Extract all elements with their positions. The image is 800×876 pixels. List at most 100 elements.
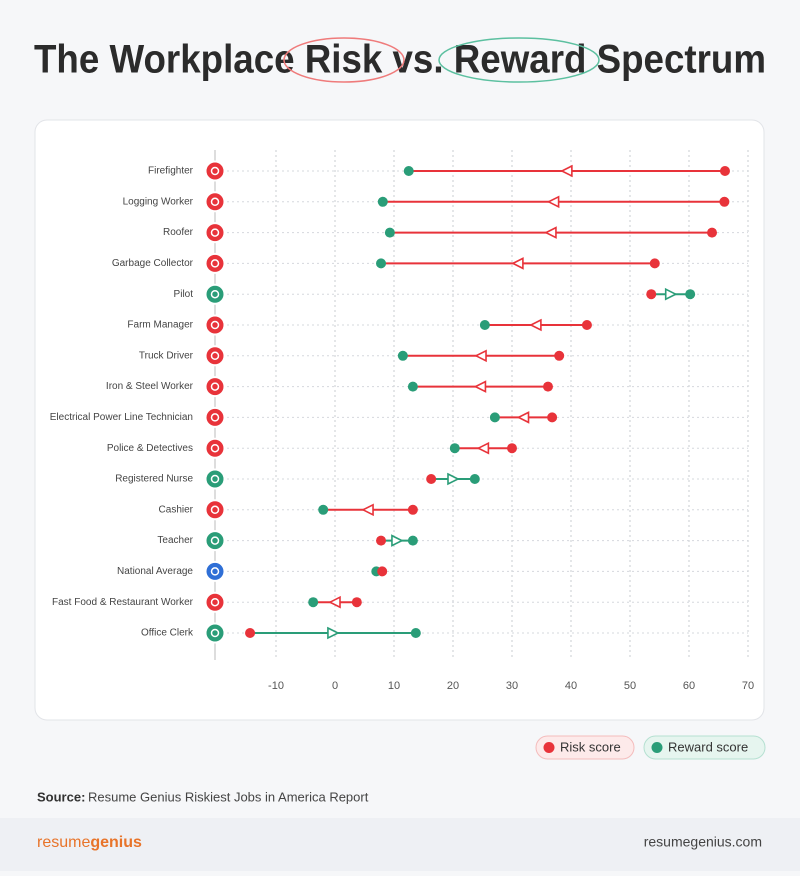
brand: resumegenius — [37, 834, 142, 851]
risk-dot — [351, 597, 362, 608]
row-icon — [204, 560, 226, 582]
row-icon — [204, 160, 226, 182]
reward-dot — [376, 258, 387, 269]
reward-dot — [407, 535, 418, 546]
y-tick-label: Firefighter — [148, 166, 194, 177]
x-tick-label: -10 — [268, 680, 284, 692]
x-tick-label: 0 — [332, 680, 338, 692]
direction-arrow — [391, 534, 404, 547]
y-tick-label: Roofer — [163, 227, 194, 238]
y-tick-label: Cashier — [159, 504, 194, 515]
direction-arrow — [544, 226, 557, 239]
direction-arrow — [546, 195, 560, 209]
legend-label: Reward score — [668, 739, 748, 754]
row-icon-glyph — [210, 382, 220, 391]
direction-arrow — [511, 257, 524, 270]
y-tick-label: Fast Food & Restaurant Worker — [52, 597, 194, 608]
row-icon — [204, 314, 226, 336]
row-icon — [204, 622, 226, 644]
row-icon — [204, 499, 226, 521]
risk-dot — [376, 535, 387, 546]
row-icon — [204, 530, 226, 552]
risk-dot — [547, 412, 558, 423]
legend-swatch — [651, 742, 663, 753]
row-icon-glyph — [210, 228, 220, 237]
reward-dot — [308, 597, 319, 608]
title-highlight — [438, 37, 600, 83]
row-icon-glyph — [210, 351, 220, 361]
row-icon-glyph — [210, 166, 220, 176]
row-icon — [204, 252, 226, 274]
row-icon — [204, 591, 226, 613]
direction-arrow — [560, 164, 573, 178]
legend: Risk score Reward score — [535, 735, 766, 760]
source-label: Source: — [37, 789, 85, 804]
row-icon — [204, 406, 226, 428]
legend-label: Risk score — [560, 739, 621, 754]
risk-dot — [407, 504, 418, 515]
row-icon-glyph — [210, 320, 220, 330]
reward-dot — [469, 474, 480, 484]
legend-pill — [535, 735, 635, 760]
x-tick-label: 30 — [506, 680, 518, 692]
reward-dot — [397, 350, 408, 361]
direction-arrow — [474, 349, 487, 363]
direction-arrow — [447, 472, 460, 486]
brand-part: genius — [90, 834, 142, 851]
row-icon-glyph — [210, 413, 220, 422]
direction-arrow — [476, 441, 490, 455]
website: resumegenius.com — [644, 834, 762, 850]
x-tick-label: 10 — [388, 680, 400, 692]
row-icon — [204, 437, 226, 459]
y-tick-label: Farm Manager — [127, 320, 193, 331]
y-tick-label: Teacher — [157, 535, 193, 546]
row-icon-glyph — [210, 474, 220, 484]
risk-dot — [581, 320, 592, 330]
brand-part: resume — [37, 834, 90, 851]
legend-swatch — [543, 742, 555, 753]
risk-dot — [426, 474, 437, 484]
risk-dot — [707, 227, 718, 238]
risk-dot — [554, 350, 565, 361]
reward-dot — [479, 320, 490, 330]
direction-arrow — [473, 380, 487, 393]
direction-arrow — [327, 626, 340, 640]
chart-title: The Workplace Risk vs. Reward Spectrum — [34, 38, 766, 82]
reward-dot — [403, 166, 414, 176]
y-tick-label: Pilot — [174, 289, 194, 300]
y-tick-label: Office Clerk — [141, 628, 194, 639]
reward-dot — [384, 227, 395, 238]
row-icon-glyph — [210, 628, 220, 638]
row-icon-glyph — [210, 536, 220, 545]
risk-dot — [649, 258, 660, 269]
risk-dot — [377, 566, 388, 577]
y-tick-label: National Average — [117, 566, 193, 577]
reward-dot — [377, 196, 388, 207]
reward-dot — [318, 504, 329, 515]
row-icon — [204, 345, 226, 367]
reward-dot — [489, 412, 500, 423]
reward-dot — [407, 381, 418, 392]
y-tick-label: Electrical Power Line Technician — [50, 412, 193, 423]
y-tick-label: Logging Worker — [123, 196, 194, 207]
row-icon — [204, 222, 226, 244]
x-tick-label: 50 — [624, 680, 636, 692]
title-highlight — [283, 37, 405, 83]
risk-dot — [507, 443, 517, 454]
direction-arrow — [664, 287, 678, 301]
reward-dot — [410, 628, 421, 638]
row-icon-glyph — [210, 289, 220, 299]
reward-dot — [685, 289, 696, 300]
row-icon-glyph — [210, 259, 220, 268]
direction-arrow — [516, 411, 530, 424]
risk-dot — [719, 196, 730, 207]
direction-arrow — [328, 595, 341, 609]
row-icon-glyph — [210, 443, 220, 453]
direction-arrow — [529, 318, 542, 332]
row-icon — [204, 283, 226, 305]
row-icon-glyph — [210, 597, 220, 607]
x-tick-label: 60 — [683, 680, 695, 692]
y-tick-label: Iron & Steel Worker — [106, 381, 194, 392]
direction-arrow — [361, 503, 374, 517]
